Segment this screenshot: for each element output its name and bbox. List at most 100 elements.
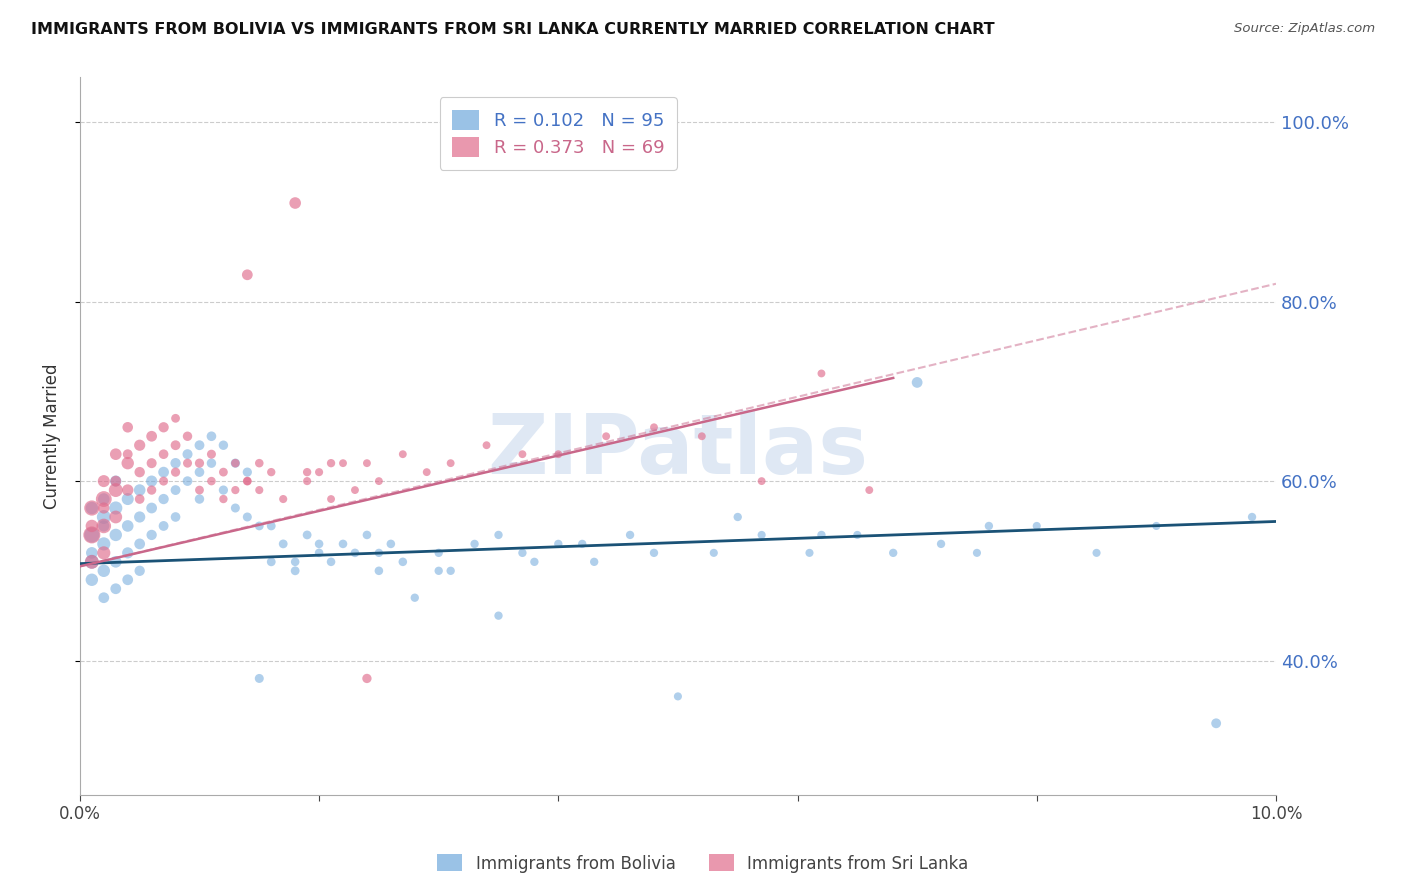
Point xyxy=(247,672,270,686)
Point xyxy=(356,672,378,686)
Point xyxy=(117,546,139,560)
Point xyxy=(165,411,187,425)
Point xyxy=(308,537,330,551)
Point xyxy=(751,528,773,542)
Point xyxy=(391,555,413,569)
Point xyxy=(475,438,498,452)
Point xyxy=(224,456,246,470)
Point xyxy=(319,555,342,569)
Point xyxy=(810,528,832,542)
Point xyxy=(308,465,330,479)
Point xyxy=(619,528,641,542)
Point xyxy=(236,465,259,479)
Point xyxy=(117,456,139,470)
Point xyxy=(152,474,174,488)
Text: ZIPatlas: ZIPatlas xyxy=(488,410,869,491)
Point xyxy=(212,438,235,452)
Point xyxy=(1144,519,1167,533)
Point xyxy=(104,528,127,542)
Point xyxy=(643,420,665,434)
Point xyxy=(141,474,163,488)
Point xyxy=(93,491,115,506)
Point xyxy=(165,438,187,452)
Point xyxy=(117,519,139,533)
Point xyxy=(176,456,198,470)
Point xyxy=(882,546,904,560)
Point xyxy=(152,491,174,506)
Point xyxy=(104,474,127,488)
Point xyxy=(966,546,988,560)
Point xyxy=(93,564,115,578)
Point xyxy=(176,429,198,443)
Point xyxy=(332,537,354,551)
Point xyxy=(93,491,115,506)
Point xyxy=(367,546,389,560)
Point xyxy=(440,564,463,578)
Point xyxy=(141,483,163,497)
Point xyxy=(380,537,402,551)
Point xyxy=(666,690,689,704)
Point xyxy=(260,555,283,569)
Point xyxy=(104,474,127,488)
Point xyxy=(810,367,832,381)
Point xyxy=(80,555,103,569)
Point xyxy=(547,447,569,461)
Text: IMMIGRANTS FROM BOLIVIA VS IMMIGRANTS FROM SRI LANKA CURRENTLY MARRIED CORRELATI: IMMIGRANTS FROM BOLIVIA VS IMMIGRANTS FR… xyxy=(31,22,994,37)
Point xyxy=(236,474,259,488)
Point xyxy=(427,546,450,560)
Point xyxy=(128,483,150,497)
Point xyxy=(236,510,259,524)
Point xyxy=(703,546,725,560)
Legend: Immigrants from Bolivia, Immigrants from Sri Lanka: Immigrants from Bolivia, Immigrants from… xyxy=(430,847,976,880)
Point xyxy=(165,483,187,497)
Point xyxy=(188,456,211,470)
Point xyxy=(128,438,150,452)
Point xyxy=(367,564,389,578)
Point xyxy=(152,420,174,434)
Point xyxy=(200,447,222,461)
Point xyxy=(284,555,307,569)
Point xyxy=(104,447,127,461)
Point xyxy=(343,483,366,497)
Point xyxy=(117,491,139,506)
Point xyxy=(80,519,103,533)
Point xyxy=(93,510,115,524)
Point xyxy=(117,447,139,461)
Point xyxy=(751,474,773,488)
Point xyxy=(690,429,713,443)
Point xyxy=(104,582,127,596)
Point xyxy=(488,608,510,623)
Point xyxy=(727,510,749,524)
Point xyxy=(93,474,115,488)
Point xyxy=(488,528,510,542)
Point xyxy=(260,519,283,533)
Point xyxy=(200,429,222,443)
Text: Source: ZipAtlas.com: Source: ZipAtlas.com xyxy=(1234,22,1375,36)
Point xyxy=(1205,716,1227,731)
Point xyxy=(93,519,115,533)
Point xyxy=(141,456,163,470)
Point xyxy=(1085,546,1108,560)
Point xyxy=(80,573,103,587)
Point xyxy=(80,555,103,569)
Point xyxy=(141,429,163,443)
Point xyxy=(152,519,174,533)
Point xyxy=(295,474,318,488)
Point xyxy=(165,510,187,524)
Point xyxy=(247,483,270,497)
Point xyxy=(512,546,534,560)
Point xyxy=(571,537,593,551)
Point xyxy=(212,483,235,497)
Point xyxy=(1240,510,1263,524)
Point xyxy=(260,465,283,479)
Point xyxy=(128,537,150,551)
Point xyxy=(523,555,546,569)
Point xyxy=(319,491,342,506)
Point xyxy=(104,510,127,524)
Point xyxy=(117,573,139,587)
Point xyxy=(356,456,378,470)
Point xyxy=(247,456,270,470)
Point xyxy=(236,474,259,488)
Point xyxy=(929,537,952,551)
Point xyxy=(93,591,115,605)
